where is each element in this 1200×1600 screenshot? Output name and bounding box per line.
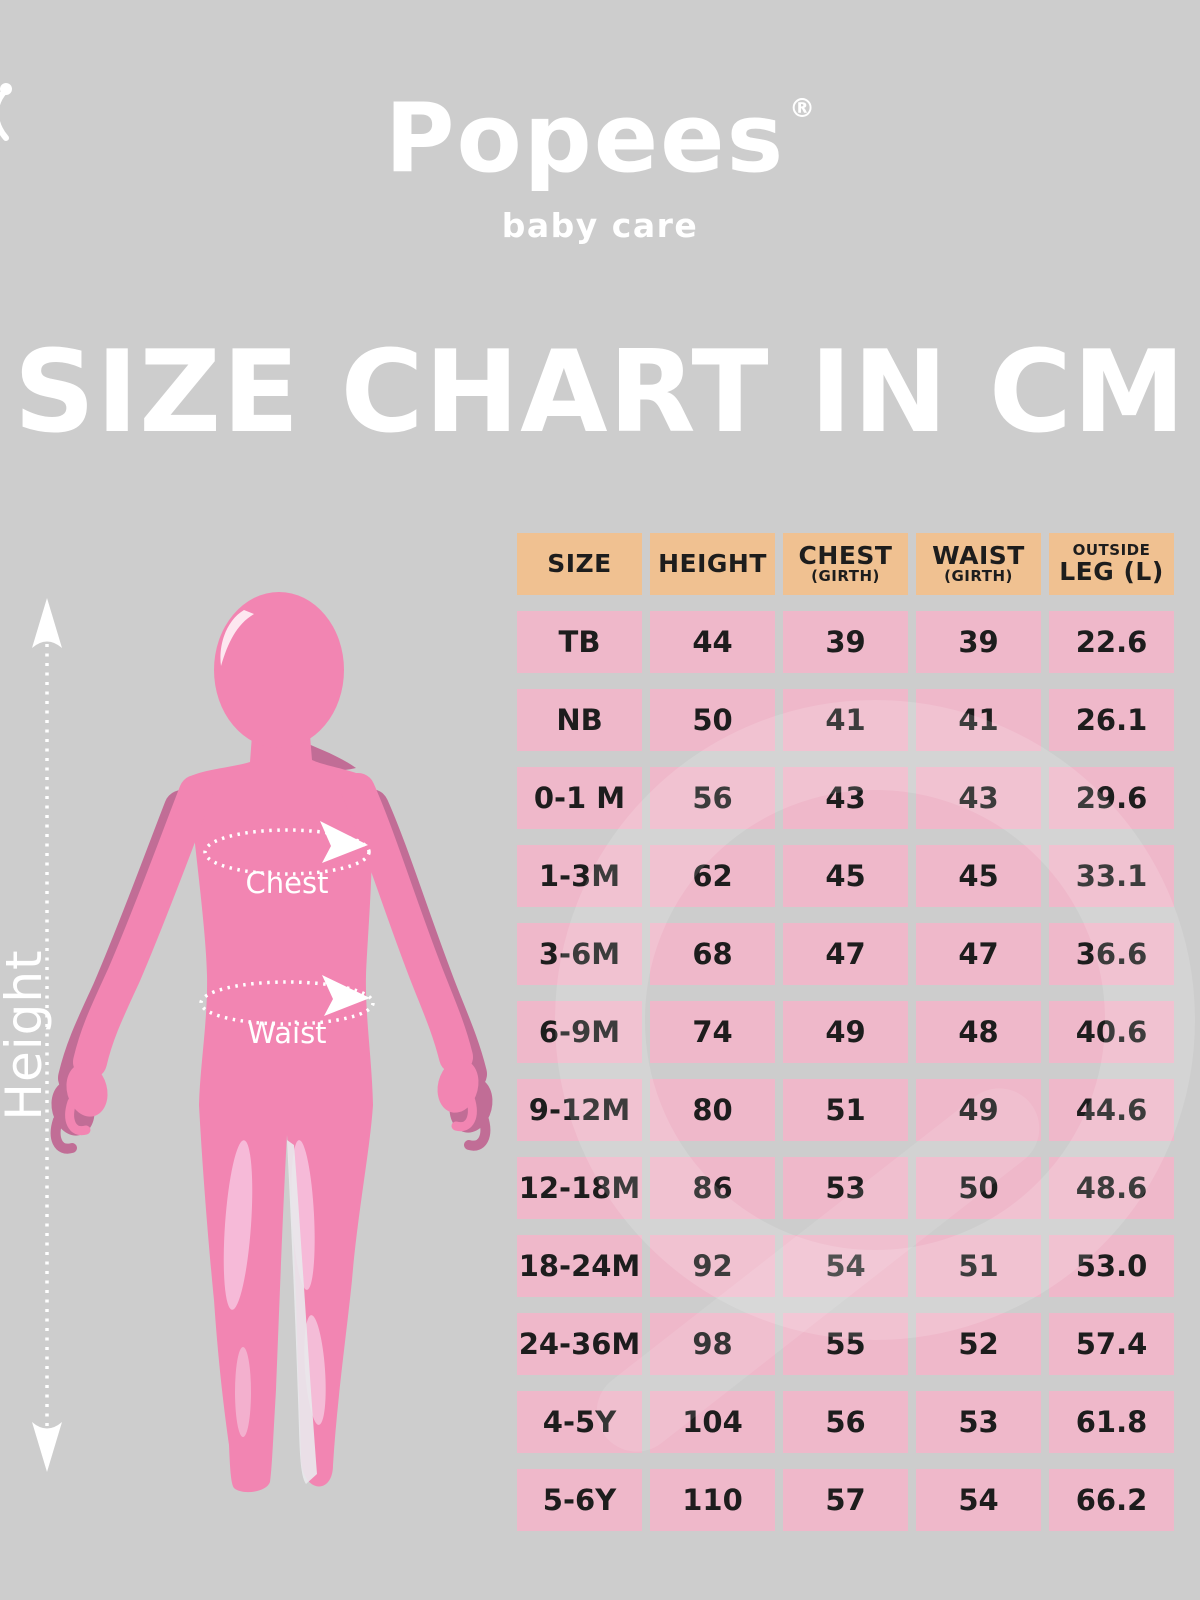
table-cell: 5-6Y (517, 1469, 642, 1531)
table-cell: 41 (916, 689, 1041, 751)
table-cell: 92 (650, 1235, 775, 1297)
table-cell: 18-24M (517, 1235, 642, 1297)
table-cell: TB (517, 611, 642, 673)
table-cell: 45 (783, 845, 908, 907)
table-cell: 48 (916, 1001, 1041, 1063)
child-figure: Chest Waist (50, 592, 493, 1493)
table-cell: 39 (783, 611, 908, 673)
brand-tagline: baby care (501, 206, 699, 245)
table-cell: 47 (783, 923, 908, 985)
table-cell: 45 (916, 845, 1041, 907)
figure-head (214, 592, 344, 748)
table-cell: 57.4 (1049, 1313, 1174, 1375)
table-cell: 39 (916, 611, 1041, 673)
table-cell: 51 (916, 1235, 1041, 1297)
table-cell: 110 (650, 1469, 775, 1531)
table-cell: 3-6M (517, 923, 642, 985)
table-cell: 43 (916, 767, 1041, 829)
table-header-cell: CHEST (GIRTH) (783, 533, 908, 595)
table-cell: 33.1 (1049, 845, 1174, 907)
table-cell: 53 (916, 1391, 1041, 1453)
table-cell: 4-5Y (517, 1391, 642, 1453)
table-cell: 44 (650, 611, 775, 673)
page-title: SIZE CHART IN CM (13, 326, 1187, 458)
table-cell: NB (517, 689, 642, 751)
table-cell: 36.6 (1049, 923, 1174, 985)
waist-label: Waist (247, 1016, 326, 1050)
chest-arrow-icon (320, 821, 368, 863)
chest-label: Chest (246, 866, 329, 900)
table-cell: 56 (650, 767, 775, 829)
table-cell: 9-12M (517, 1079, 642, 1141)
brand-logo: Popees ® (0, 83, 1200, 194)
table-header-cell: OUTSIDE LEG (L) (1049, 533, 1174, 595)
table-cell: 26.1 (1049, 689, 1174, 751)
table-cell: 22.6 (1049, 611, 1174, 673)
table-cell: 6-9M (517, 1001, 642, 1063)
table-cell: 24-36M (517, 1313, 642, 1375)
table-header-cell: HEIGHT (650, 533, 775, 595)
table-cell: 66.2 (1049, 1469, 1174, 1531)
table-cell: 54 (783, 1235, 908, 1297)
table-cell: 51 (783, 1079, 908, 1141)
table-cell: 80 (650, 1079, 775, 1141)
table-cell: 57 (783, 1469, 908, 1531)
table-cell: 86 (650, 1157, 775, 1219)
table-cell: 74 (650, 1001, 775, 1063)
butterfly-antenna-icon (0, 83, 12, 141)
table-header-cell: WAIST (GIRTH) (916, 533, 1041, 595)
table-cell: 50 (650, 689, 775, 751)
chest-girth-band (203, 828, 371, 876)
table-cell: 29.6 (1049, 767, 1174, 829)
table-cell: 40.6 (1049, 1001, 1174, 1063)
size-table: SIZE HEIGHT CHEST (GIRTH) WAIST (GIRTH) OUTSID… (517, 533, 1174, 1531)
table-cell: 47 (916, 923, 1041, 985)
table-cell: 104 (650, 1391, 775, 1453)
table-cell: 54 (916, 1469, 1041, 1531)
table-cell: 52 (916, 1313, 1041, 1375)
table-cell: 49 (916, 1079, 1041, 1141)
table-cell: 0-1 M (517, 767, 642, 829)
table-cell: 61.8 (1049, 1391, 1174, 1453)
table-cell: 98 (650, 1313, 775, 1375)
waist-arrow-icon (322, 975, 370, 1016)
height-arrow (32, 598, 62, 1472)
table-cell: 12-18M (517, 1157, 642, 1219)
table-cell: 50 (916, 1157, 1041, 1219)
table-cell: 44.6 (1049, 1079, 1174, 1141)
table-cell: 55 (783, 1313, 908, 1375)
brand-name: Popees (384, 84, 786, 194)
table-header-cell: SIZE (517, 533, 642, 595)
waist-girth-band (199, 980, 375, 1026)
table-cell: 48.6 (1049, 1157, 1174, 1219)
table-cell: 43 (783, 767, 908, 829)
table-cell: 56 (783, 1391, 908, 1453)
registered-mark: ® (789, 94, 816, 124)
table-cell: 62 (650, 845, 775, 907)
table-cell: 53 (783, 1157, 908, 1219)
table-cell: 41 (783, 689, 908, 751)
table-cell: 1-3M (517, 845, 642, 907)
table-cell: 49 (783, 1001, 908, 1063)
table-cell: 68 (650, 923, 775, 985)
table-cell: 53.0 (1049, 1235, 1174, 1297)
